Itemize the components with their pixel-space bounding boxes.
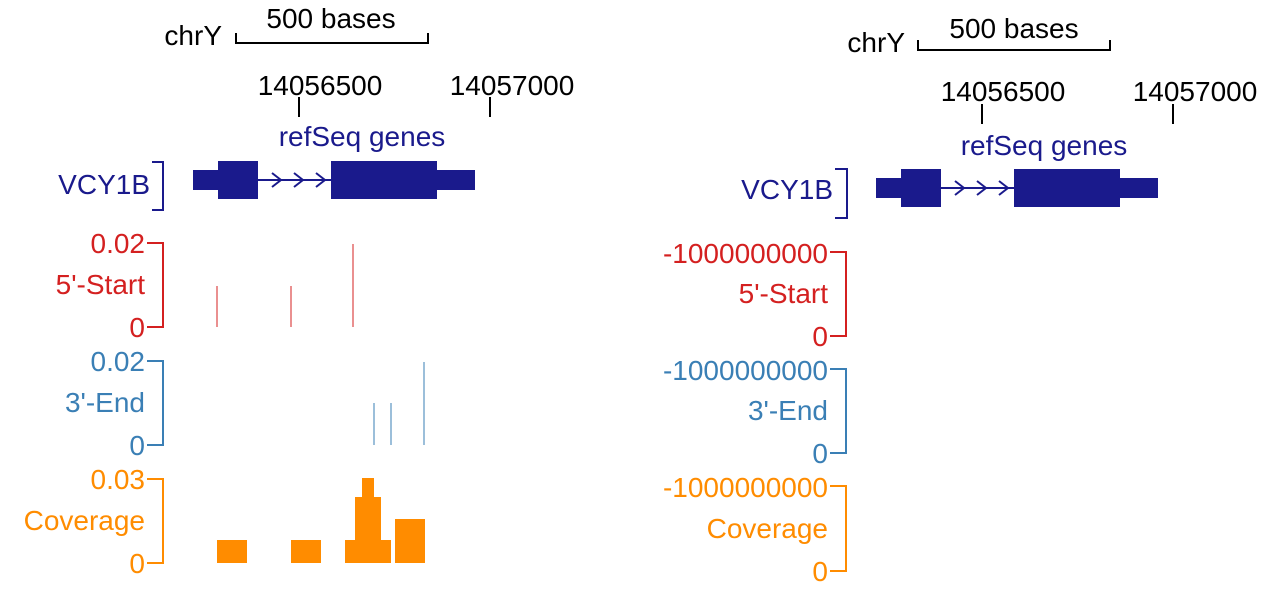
scale-bar-label: 500 bases [266, 3, 395, 34]
track-name-label: 5'-Start [739, 278, 829, 309]
track-max-label: -1000000000 [663, 472, 828, 503]
exon-block [1014, 169, 1120, 207]
gene-name-label[interactable]: VCY1B [58, 169, 150, 200]
strand-arrows-icon [954, 180, 1010, 196]
start-track: -1000000000 5'-Start 0 [663, 238, 847, 352]
start-signal [216, 244, 354, 327]
scale-bar-label: 500 bases [949, 13, 1078, 44]
coverage-bar [381, 540, 391, 563]
position-label: 14057000 [1133, 76, 1258, 107]
track-name-label: 5'-Start [56, 269, 146, 300]
track-name-label: 3'-End [748, 395, 828, 426]
exon-block [218, 161, 258, 199]
track-min-label: 0 [812, 321, 828, 352]
start-track: 0.02 5'-Start 0 [56, 228, 354, 343]
track-axis [147, 360, 164, 446]
track-axis [830, 251, 847, 337]
track-title: refSeq genes [279, 121, 446, 152]
coverage-signal [217, 478, 425, 563]
gene-name-label[interactable]: VCY1B [741, 174, 833, 205]
chrom-label: chrY [164, 20, 222, 51]
chrom-label: chrY [847, 27, 905, 58]
track-min-label: 0 [129, 312, 145, 343]
track-axis [147, 478, 164, 564]
exon-block [901, 169, 941, 207]
coverage-bar [374, 497, 381, 563]
track-axis [147, 242, 164, 328]
right-panel: chrY 500 bases 14056500 14057000 refSeq … [663, 13, 1257, 587]
utr-block [193, 170, 218, 190]
track-name-label: 3'-End [65, 387, 145, 418]
track-max-label: 0.02 [91, 228, 146, 259]
track-title: refSeq genes [961, 130, 1128, 161]
gene-track-bracket [835, 168, 848, 219]
coverage-track: 0.03 Coverage 0 [24, 464, 425, 579]
coverage-bar [345, 540, 355, 563]
track-min-label: 0 [129, 430, 145, 461]
coverage-bar [291, 540, 321, 563]
exon-block [331, 161, 437, 199]
track-min-label: 0 [812, 438, 828, 469]
end-track: 0.02 3'-End 0 [65, 346, 425, 461]
track-name-label: Coverage [24, 505, 145, 536]
strand-arrows-icon [271, 172, 327, 188]
coverage-bar [355, 497, 362, 563]
coverage-bar [362, 478, 374, 563]
coverage-track: -1000000000 Coverage 0 [663, 472, 847, 587]
position-label: 14056500 [258, 70, 383, 101]
track-max-label: -1000000000 [663, 355, 828, 386]
scale-bar [235, 33, 429, 44]
end-track: -1000000000 3'-End 0 [663, 355, 847, 469]
gene-model[interactable] [193, 161, 475, 199]
track-axis [830, 485, 847, 572]
left-panel: chrY 500 bases 14056500 14057000 refSeq … [24, 3, 575, 579]
track-min-label: 0 [812, 556, 828, 587]
position-label: 14056500 [941, 76, 1066, 107]
utr-block [437, 170, 475, 190]
track-name-label: Coverage [707, 513, 828, 544]
coverage-bar [217, 540, 247, 563]
scale-bar [917, 40, 1111, 51]
track-max-label: 0.02 [91, 346, 146, 377]
coverage-bar [395, 519, 425, 563]
track-max-label: 0.03 [91, 464, 146, 495]
gene-track-bracket [152, 161, 164, 211]
gene-model[interactable] [876, 169, 1158, 207]
track-max-label: -1000000000 [663, 238, 828, 269]
track-axis [830, 368, 847, 454]
position-label: 14057000 [450, 70, 575, 101]
track-min-label: 0 [129, 548, 145, 579]
utr-block [876, 178, 901, 198]
end-signal [373, 362, 425, 445]
utr-block [1120, 178, 1158, 198]
